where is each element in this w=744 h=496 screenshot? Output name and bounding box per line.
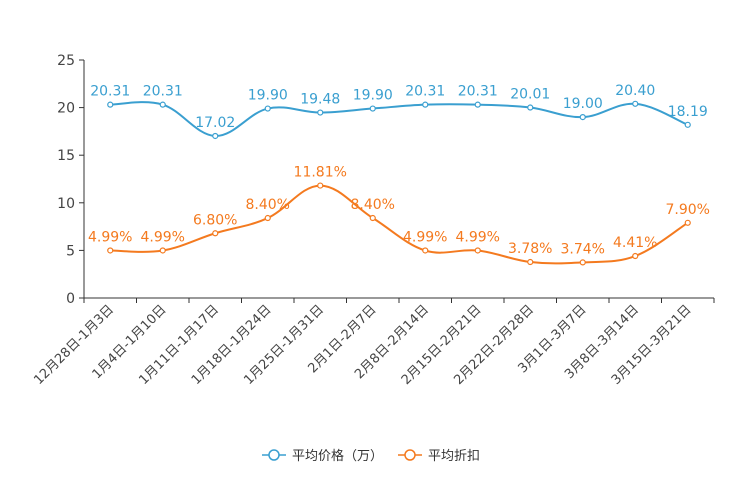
data-label: 4.99% [88, 229, 132, 245]
data-point[interactable] [317, 182, 324, 189]
legend-item-label[interactable]: 平均价格（万） [292, 448, 383, 464]
y-tick-label: 5 [66, 243, 75, 259]
data-label: 19.90 [248, 88, 288, 104]
data-label: 6.80% [193, 212, 237, 228]
data-label: 7.90% [666, 202, 710, 218]
data-point[interactable] [264, 214, 271, 222]
data-label: 4.99% [456, 229, 500, 245]
legend-swatch-marker [268, 449, 280, 461]
data-label: 19.00 [563, 96, 603, 112]
data-label: 19.90 [353, 88, 393, 104]
data-point[interactable] [422, 247, 429, 254]
legend[interactable]: 平均价格（万） 平均折扣 [262, 448, 480, 464]
data-point[interactable] [632, 252, 639, 260]
y-tick-label: 10 [57, 196, 75, 212]
data-label: 4.99% [141, 229, 185, 245]
data-label: 19.48 [300, 92, 340, 108]
data-point[interactable] [579, 114, 586, 121]
y-tick-label: 25 [57, 53, 75, 69]
data-label: 3.78% [508, 241, 552, 257]
data-point[interactable] [369, 214, 376, 222]
data-point[interactable] [317, 109, 324, 116]
series-layer [107, 100, 691, 266]
data-label: 17.02 [195, 115, 235, 131]
data-label: 4.99% [403, 229, 447, 245]
data-point[interactable] [684, 219, 691, 226]
data-label: 20.31 [458, 84, 498, 100]
data-point[interactable] [212, 132, 219, 140]
data-point[interactable] [159, 247, 166, 254]
data-point[interactable] [159, 101, 166, 108]
data-label: 18.19 [668, 104, 708, 120]
data-labels-layer: 20.31 20.31 17.02 19.90 19.48 19.90 20.31 20.31… [88, 83, 710, 258]
data-point[interactable] [107, 247, 114, 254]
data-point[interactable] [527, 258, 534, 266]
data-label: 20.31 [405, 84, 445, 100]
legend-swatch-marker [404, 449, 416, 461]
data-label: 8.40% [246, 197, 290, 213]
data-point[interactable] [474, 101, 481, 108]
data-point[interactable] [264, 105, 271, 112]
data-label: 8.40% [351, 197, 395, 213]
data-point[interactable] [684, 121, 691, 128]
data-label: 20.31 [90, 84, 130, 100]
data-point[interactable] [369, 105, 376, 112]
y-tick-label: 15 [57, 148, 75, 164]
legend-item-label[interactable]: 平均折扣 [428, 449, 480, 464]
data-point[interactable] [527, 104, 534, 111]
data-point[interactable] [422, 101, 429, 108]
data-label: 20.01 [510, 87, 550, 103]
data-point[interactable] [579, 259, 586, 266]
data-label: 20.40 [615, 83, 655, 99]
data-label: 20.31 [143, 84, 183, 100]
y-tick-label: 20 [57, 101, 75, 117]
data-point[interactable] [212, 230, 219, 237]
data-label: 4.41% [613, 235, 657, 251]
data-label: 11.81% [294, 165, 347, 181]
data-point[interactable] [107, 101, 114, 108]
data-label: 3.74% [561, 241, 605, 257]
data-point[interactable] [474, 247, 481, 254]
y-tick-label: 0 [66, 291, 75, 307]
data-point[interactable] [632, 100, 639, 107]
